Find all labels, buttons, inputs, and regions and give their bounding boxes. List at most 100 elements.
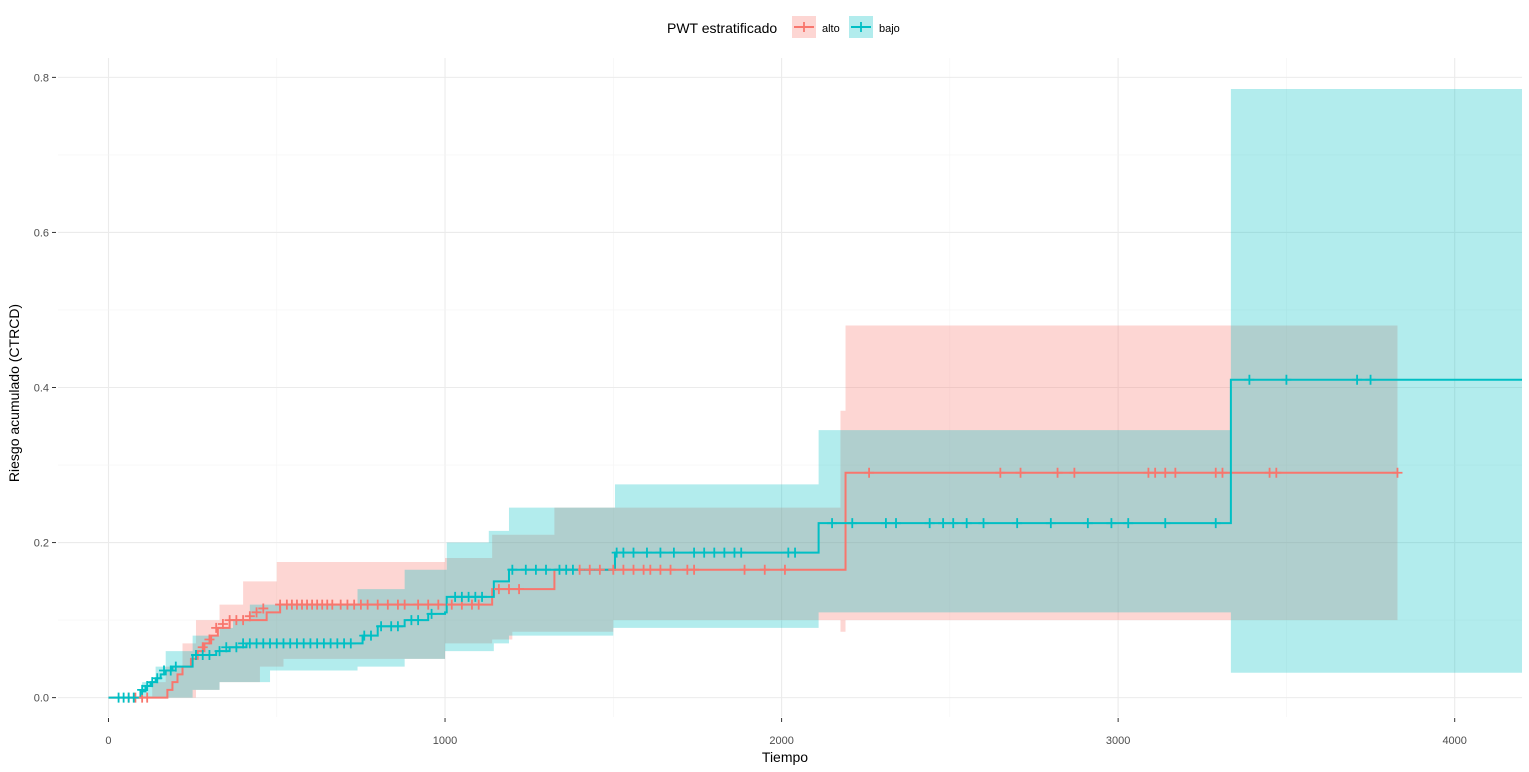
censor-mark-alto <box>473 599 484 610</box>
censor-mark-bajo <box>365 630 376 641</box>
censor-mark-alto <box>608 564 619 575</box>
censor-mark-alto <box>1052 467 1063 478</box>
censor-mark-alto <box>211 622 222 633</box>
censor-mark-bajo <box>477 591 488 602</box>
censor-mark-bajo <box>413 615 424 626</box>
x-tick-label: 3000 <box>1106 735 1130 747</box>
censor-mark-bajo <box>1352 374 1363 385</box>
censor-mark-bajo <box>170 661 181 672</box>
censor-mark-bajo <box>655 547 666 558</box>
censor-mark-bajo <box>1123 518 1134 529</box>
censor-mark-bajo <box>426 608 437 619</box>
y-tick-label: 0.2 <box>34 538 49 550</box>
censor-mark-bajo <box>137 684 148 695</box>
censor-mark-alto <box>1150 467 1161 478</box>
y-tick-label: 0.6 <box>34 227 49 239</box>
censor-mark-alto <box>689 564 700 575</box>
legend-key-mark-alto <box>799 22 809 32</box>
legend: PWT estratificado alto bajo <box>667 16 900 38</box>
censor-mark-bajo <box>736 547 747 558</box>
censor-marks <box>113 374 1403 703</box>
censor-mark-bajo <box>948 518 959 529</box>
censor-mark-alto <box>1160 467 1171 478</box>
censor-mark-alto <box>1392 467 1403 478</box>
censor-mark-bajo <box>880 518 891 529</box>
censor-mark-bajo <box>1045 518 1056 529</box>
y-axis-title: Riesgo acumulado (CTRCD) <box>6 304 22 482</box>
censor-mark-alto <box>217 618 228 629</box>
censor-mark-bajo <box>689 547 700 558</box>
censor-mark-bajo <box>709 547 720 558</box>
censor-mark-bajo <box>128 692 139 703</box>
censor-mark-bajo <box>924 518 935 529</box>
legend-label-bajo: bajo <box>879 23 900 35</box>
censor-mark-bajo <box>618 547 629 558</box>
censor-mark-alto <box>399 599 410 610</box>
censor-mark-bajo <box>142 680 153 691</box>
censor-mark-alto <box>864 467 875 478</box>
censor-mark-alto <box>503 584 514 595</box>
y-tick-label: 0.0 <box>34 693 49 705</box>
censor-mark-bajo <box>1012 518 1023 529</box>
censor-mark-alto <box>779 564 790 575</box>
censor-mark-bajo <box>1106 518 1117 529</box>
censor-mark-bajo <box>827 518 838 529</box>
censor-mark-alto <box>618 564 629 575</box>
censor-mark-bajo <box>345 638 356 649</box>
censor-mark-alto <box>1170 467 1181 478</box>
censor-mark-bajo <box>641 547 652 558</box>
censor-mark-bajo <box>847 518 858 529</box>
censor-mark-alto <box>327 599 338 610</box>
x-axis-title: Tiempo <box>762 749 808 765</box>
censor-mark-alto <box>413 599 424 610</box>
censor-mark-alto <box>1015 467 1026 478</box>
legend-title: PWT estratificado <box>667 20 777 36</box>
censor-mark-bajo <box>541 564 551 575</box>
censor-mark-alto <box>1217 467 1228 478</box>
censor-mark-alto <box>995 467 1006 478</box>
legend-label-alto: alto <box>822 23 840 35</box>
censor-mark-bajo <box>1160 518 1171 529</box>
censor-mark-bajo <box>628 547 639 558</box>
ci-band-bajo <box>108 89 1523 698</box>
censor-mark-alto <box>739 564 750 575</box>
x-tick-label: 2000 <box>769 735 793 747</box>
censor-mark-bajo <box>961 518 972 529</box>
censor-mark-bajo <box>567 564 578 575</box>
censor-mark-bajo <box>214 646 225 657</box>
censor-mark-bajo <box>1082 518 1093 529</box>
censor-mark-bajo <box>1281 374 1292 385</box>
x-tick-label: 1000 <box>433 735 457 747</box>
censor-mark-alto <box>1069 467 1080 478</box>
censor-mark-alto <box>446 599 457 610</box>
censor-mark-alto <box>514 584 525 595</box>
censor-mark-alto <box>665 564 676 575</box>
censor-mark-alto <box>362 599 373 610</box>
axis-ticks: 0 1000 2000 3000 4000 0.0 0.2 0.4 0.6 0.8 <box>34 72 1467 747</box>
censor-mark-alto <box>238 615 249 626</box>
censor-mark-bajo <box>699 547 710 558</box>
censor-mark-alto <box>584 564 595 575</box>
censor-mark-alto <box>628 564 639 575</box>
censor-mark-bajo <box>938 518 949 529</box>
censor-mark-bajo <box>376 621 387 632</box>
censor-mark-bajo <box>520 564 531 575</box>
censor-mark-bajo <box>165 665 176 676</box>
censor-mark-alto <box>372 599 383 610</box>
censor-mark-alto <box>645 564 656 575</box>
censor-mark-alto <box>433 599 444 610</box>
censor-mark-bajo <box>221 642 232 653</box>
censor-mark-alto <box>594 564 605 575</box>
censor-mark-alto <box>142 692 153 703</box>
legend-key-mark-bajo <box>856 22 866 32</box>
censor-mark-alto <box>759 564 770 575</box>
y-tick-label: 0.4 <box>34 383 49 395</box>
censor-mark-alto <box>258 603 269 614</box>
censor-mark-bajo <box>152 673 163 684</box>
censor-mark-bajo <box>790 547 801 558</box>
censor-mark-bajo <box>507 564 518 575</box>
x-tick-label: 4000 <box>1442 735 1466 747</box>
censor-mark-bajo <box>231 642 242 653</box>
censor-mark-alto <box>244 611 255 622</box>
